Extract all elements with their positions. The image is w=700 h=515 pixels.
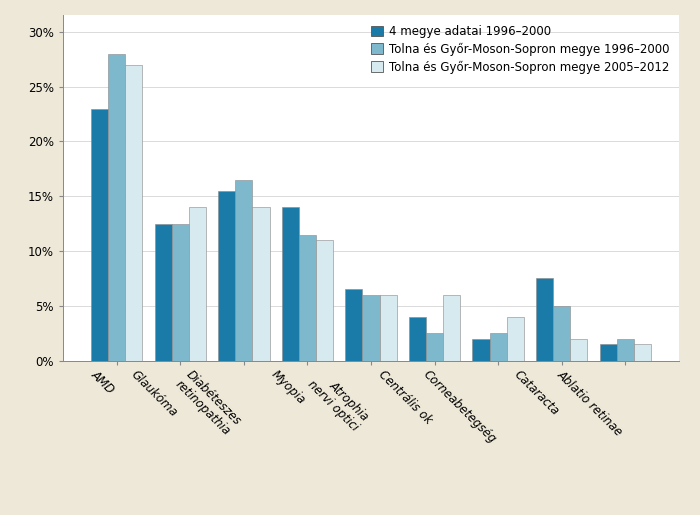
Bar <box>189 207 206 360</box>
Bar <box>218 191 235 360</box>
Bar <box>426 333 443 360</box>
Bar <box>379 295 397 360</box>
Bar <box>536 278 553 360</box>
Bar <box>299 234 316 360</box>
Bar <box>155 224 172 360</box>
Bar <box>316 240 333 360</box>
Bar <box>507 317 524 360</box>
Bar <box>443 295 461 360</box>
Bar <box>599 344 617 360</box>
Bar <box>345 289 363 360</box>
Bar <box>108 54 125 360</box>
Bar <box>634 344 651 360</box>
Bar <box>473 338 489 360</box>
Bar <box>570 338 587 360</box>
Bar <box>553 306 570 360</box>
Bar <box>489 333 507 360</box>
Bar <box>281 207 299 360</box>
Bar <box>409 317 426 360</box>
Bar <box>617 338 634 360</box>
Bar <box>253 207 270 360</box>
Bar <box>91 109 108 360</box>
Legend: 4 megye adatai 1996–2000, Tolna és Győr-Moson-Sopron megye 1996–2000, Tolna és G: 4 megye adatai 1996–2000, Tolna és Győr-… <box>368 21 673 77</box>
Bar <box>172 224 189 360</box>
Bar <box>125 65 143 360</box>
Bar <box>235 180 253 360</box>
Bar <box>363 295 379 360</box>
